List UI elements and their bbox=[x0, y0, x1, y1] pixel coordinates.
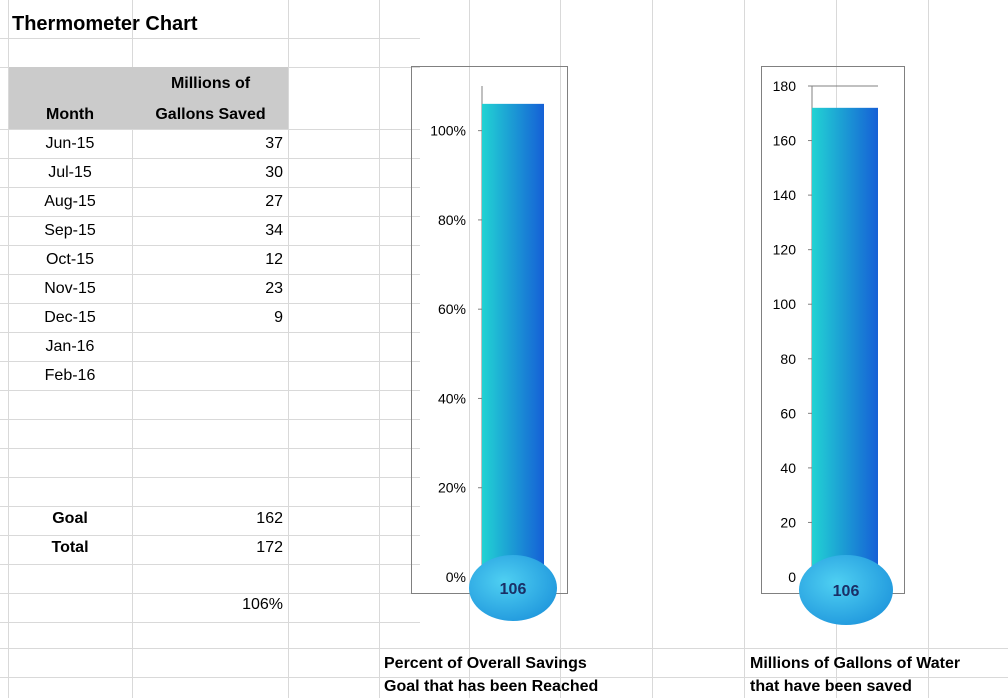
percent-chart-caption-line1: Percent of Overall Savings bbox=[384, 655, 587, 672]
bulb-label: 106 bbox=[833, 583, 860, 600]
y-tick-label: 80% bbox=[438, 212, 466, 228]
month-cell[interactable]: Sep-15 bbox=[44, 222, 96, 239]
gallons-cell[interactable]: 34 bbox=[265, 222, 283, 239]
bulb-label: 106 bbox=[500, 581, 527, 598]
column-header-saved-line2[interactable]: Gallons Saved bbox=[155, 106, 266, 123]
month-cell[interactable]: Jun-15 bbox=[45, 135, 95, 152]
month-cell[interactable]: Aug-15 bbox=[44, 193, 96, 210]
thermometer-bar[interactable] bbox=[812, 107, 878, 588]
thermometer-bulb[interactable] bbox=[469, 555, 557, 621]
thermometer-bar[interactable] bbox=[482, 103, 544, 587]
y-tick-label: 20% bbox=[438, 480, 466, 496]
gallons-cell[interactable]: 27 bbox=[265, 193, 283, 210]
gallons-cell[interactable]: 23 bbox=[265, 280, 283, 297]
gallons-chart-caption-line1: Millions of Gallons of Water bbox=[750, 655, 961, 672]
table-header-background bbox=[9, 67, 288, 129]
total-label[interactable]: Total bbox=[51, 539, 89, 556]
y-tick-label: 40 bbox=[780, 460, 796, 476]
total-value[interactable]: 172 bbox=[256, 539, 283, 556]
percent-chart-caption-line2: Goal that has been Reached bbox=[384, 678, 599, 695]
y-tick-label: 0 bbox=[788, 569, 796, 585]
percent-value[interactable]: 106% bbox=[242, 596, 283, 613]
sheet-title: Thermometer Chart bbox=[12, 13, 198, 35]
gallons-chart-caption-line2: that have been saved bbox=[750, 678, 912, 695]
month-cell[interactable]: Jan-16 bbox=[45, 338, 95, 355]
y-tick-label: 40% bbox=[438, 390, 466, 406]
column-header-saved-line1[interactable]: Millions of bbox=[170, 75, 251, 92]
y-tick-label: 160 bbox=[773, 133, 797, 149]
y-tick-label: 80 bbox=[780, 351, 796, 367]
y-tick-label: 100 bbox=[773, 296, 797, 312]
gallons-cell[interactable]: 30 bbox=[265, 164, 283, 181]
goal-label[interactable]: Goal bbox=[52, 510, 88, 527]
gallons-cell[interactable]: 12 bbox=[265, 251, 283, 268]
goal-value[interactable]: 162 bbox=[256, 510, 283, 527]
month-cell[interactable]: Feb-16 bbox=[44, 367, 96, 384]
month-cell[interactable]: Dec-15 bbox=[44, 309, 96, 326]
y-tick-label: 0% bbox=[446, 569, 466, 585]
month-cell[interactable]: Jul-15 bbox=[48, 164, 92, 181]
gallons-cell[interactable]: 9 bbox=[274, 309, 283, 326]
y-tick-label: 140 bbox=[773, 187, 797, 203]
month-cell[interactable]: Nov-15 bbox=[44, 280, 96, 297]
gallons-cell[interactable]: 37 bbox=[265, 135, 283, 152]
column-header-month[interactable]: Month bbox=[46, 106, 94, 123]
y-tick-label: 100% bbox=[430, 123, 466, 139]
y-tick-label: 120 bbox=[773, 242, 797, 258]
y-tick-label: 60% bbox=[438, 301, 466, 317]
y-tick-label: 20 bbox=[780, 514, 796, 530]
thermometer-bulb[interactable] bbox=[799, 555, 893, 625]
month-cell[interactable]: Oct-15 bbox=[45, 251, 94, 268]
y-tick-label: 60 bbox=[780, 405, 796, 421]
y-tick-label: 180 bbox=[773, 78, 797, 94]
